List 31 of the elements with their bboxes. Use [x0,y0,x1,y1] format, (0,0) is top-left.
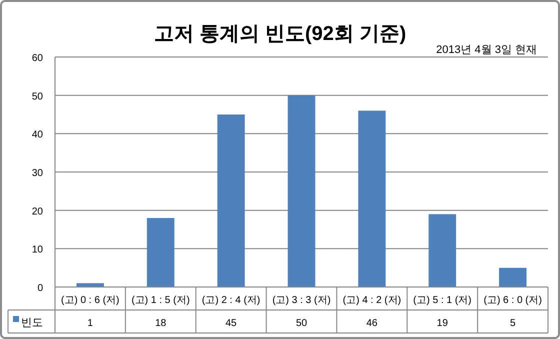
data-label: 46 [366,318,378,329]
data-label: 18 [155,318,167,329]
bar [76,283,104,287]
x-tick-label: (고) 2 : 4 (저) [202,295,260,306]
y-tick-label: 50 [32,91,44,102]
x-tick-label: (고) 6 : 0 (저) [484,295,542,306]
bar [358,110,386,287]
y-tick-label: 0 [37,283,44,294]
y-tick-label: 60 [32,53,44,64]
bar [146,218,174,287]
bar [499,268,527,287]
chart-title: 고저 통계의 빈도(92회 기준) [154,23,406,45]
data-label: 19 [436,318,448,329]
x-tick-label: (고) 1 : 5 (저) [131,295,190,306]
data-label: 45 [226,318,238,329]
bar [217,114,245,287]
y-tick-label: 10 [32,244,44,256]
text: 2013년 4월 3일 현재 [436,44,537,56]
legend-label: 빈도 [21,317,43,329]
data-label: 1 [87,318,94,329]
y-tick-label: 30 [32,168,44,179]
y-tick-label: 20 [32,206,44,218]
x-tick-label: (고) 0 : 6 (저) [61,295,120,306]
data-label: 5 [510,318,516,329]
bar [288,95,316,287]
x-tick-label: (고) 5 : 1 (저) [413,295,472,306]
x-tick-label: (고) 3 : 3 (저) [272,295,331,306]
bar [428,214,456,287]
x-tick-label: (고) 4 : 2 (저) [342,295,402,306]
y-tick-label: 40 [32,130,44,141]
data-label: 50 [296,318,308,329]
